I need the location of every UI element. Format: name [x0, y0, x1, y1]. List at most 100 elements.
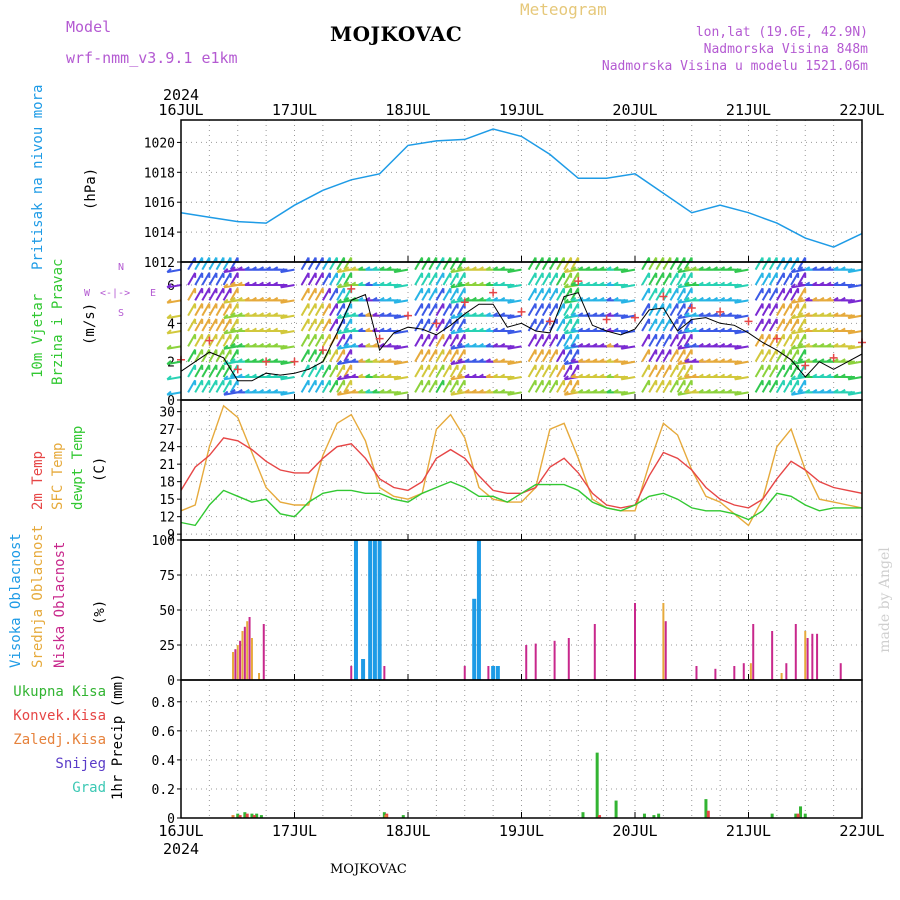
- wind-barb-head: [833, 327, 839, 332]
- wind-barb-mark: [662, 257, 672, 271]
- wind-barb-head: [265, 266, 272, 271]
- wind-barb-mark: [797, 379, 807, 393]
- wind-barb-mark: [449, 303, 459, 317]
- wind-barb-head: [280, 298, 286, 304]
- wind-barb-mark: [336, 349, 345, 363]
- wind-barb-mark: [201, 303, 211, 317]
- wind-barb-head: [684, 327, 690, 332]
- wind-barb-mark: [621, 360, 636, 366]
- wind-barb-head: [358, 388, 364, 394]
- wind-barb-mark: [187, 349, 196, 363]
- wind-barb-mark: [507, 391, 522, 396]
- wind-barb-field: [166, 257, 863, 396]
- wind-barb-mark: [570, 333, 580, 347]
- cloud-low-bar: [785, 663, 788, 680]
- coords-label: lon,lat (19.6E, 42.9N): [695, 25, 868, 40]
- wind-barb-head: [272, 266, 279, 271]
- wind-barb-head: [350, 358, 357, 363]
- wind-barb-mark: [563, 318, 572, 332]
- wind-barb-head: [478, 312, 484, 317]
- wind-barb-mark: [215, 303, 225, 317]
- wind-barb-mark: [734, 314, 749, 320]
- wind-barb-mark: [662, 349, 672, 363]
- wind-barb-mark: [527, 303, 537, 317]
- wind-barb-mark: [641, 364, 650, 378]
- time-tick-label-top: 16JUL: [158, 101, 203, 119]
- wind-barb-head: [712, 373, 719, 378]
- wind-barb-mark: [563, 364, 572, 378]
- wind-barb-mark: [655, 303, 665, 317]
- temp-dewpt-line: [180, 480, 862, 527]
- wind-barb-head: [336, 390, 342, 396]
- wind-barb-mark: [761, 379, 771, 393]
- wind-barb-mark: [776, 318, 785, 332]
- wind-barb-head: [450, 268, 456, 273]
- wind-barb-head: [166, 268, 172, 273]
- wind-barb-head: [812, 281, 818, 286]
- wind-barb-mark: [790, 333, 799, 347]
- wind-barb-mark: [208, 257, 218, 271]
- year-label-bottom: 2024: [163, 840, 199, 858]
- precip-total-bar: [642, 813, 646, 818]
- wind-barb-mark: [768, 318, 778, 332]
- wind-barb-head: [691, 342, 697, 348]
- wind-barb-head: [592, 388, 598, 394]
- wind-barb-mark: [222, 257, 232, 271]
- wind-barb-mark: [314, 379, 324, 393]
- wind-barb-mark: [734, 299, 749, 304]
- wind-barb-mark: [761, 318, 771, 332]
- wind-barb-head: [166, 360, 172, 365]
- wind-barb-head: [819, 296, 825, 302]
- wind-barb-head: [570, 296, 577, 302]
- wind-barb-head: [734, 360, 740, 365]
- wind-barb-head: [812, 342, 818, 348]
- wind-barb-head: [585, 327, 591, 332]
- wind-gust-marker: [829, 353, 838, 362]
- wind-barb-head: [265, 312, 272, 317]
- wind-barb-mark: [848, 299, 863, 304]
- wind-barb-head: [804, 358, 811, 363]
- wind-barb-mark: [783, 318, 792, 332]
- wind-barb-head: [265, 281, 272, 286]
- wind-barb-head: [698, 373, 704, 378]
- wind-barb-mark: [541, 349, 551, 363]
- wind-barb-head: [804, 342, 811, 348]
- wind-barb-head: [471, 342, 477, 348]
- wind-barb-head: [705, 281, 711, 286]
- wind-barb-head: [677, 390, 683, 396]
- wind-barb-mark: [563, 272, 572, 286]
- model-label: Model: [66, 18, 112, 36]
- wind-barb-mark: [783, 257, 792, 271]
- wind-barb-head: [393, 314, 399, 319]
- wind-barb-head: [237, 358, 243, 363]
- wind-barb-head: [507, 344, 513, 350]
- wind-barb-mark: [449, 349, 459, 363]
- wind-barb-head: [372, 388, 378, 394]
- wind-barb-mark: [322, 257, 331, 271]
- wind-barb-mark: [507, 330, 522, 335]
- wind-barb-head: [698, 327, 704, 332]
- wind-barb-head: [372, 266, 378, 271]
- wind-barb-mark: [435, 303, 445, 317]
- wind-barb-mark: [648, 272, 658, 286]
- wind-barb-mark: [534, 257, 544, 271]
- cloud-low-bar: [695, 666, 698, 680]
- wind-barb-mark: [507, 268, 522, 274]
- wind-barb-mark: [534, 318, 544, 332]
- wind-barb-mark: [201, 257, 211, 271]
- time-tick-label-top: 20JUL: [612, 101, 657, 119]
- cloud-low-bar: [816, 633, 819, 680]
- y-tick-label: 0: [167, 812, 175, 827]
- wind-barb-mark: [768, 364, 778, 378]
- wind-barb-mark: [456, 257, 466, 271]
- y-tick-label: 0: [167, 394, 175, 409]
- wind-barb-head: [563, 390, 569, 396]
- cloud-low-bar: [733, 666, 736, 680]
- wind-barb-mark: [734, 268, 749, 274]
- wind-barb-head: [719, 312, 726, 317]
- wind-barb-mark: [570, 318, 580, 332]
- wind-barb-mark: [783, 364, 792, 378]
- y-tick-label: 0: [167, 674, 175, 689]
- wind-barb-mark: [300, 349, 310, 363]
- wind-barb-mark: [848, 314, 863, 320]
